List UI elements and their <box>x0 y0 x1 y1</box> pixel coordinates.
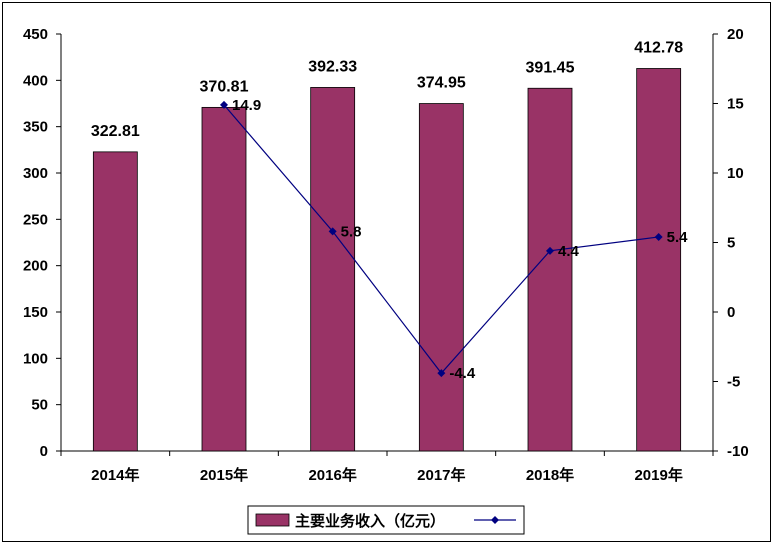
bar <box>310 87 356 452</box>
bar-data-label: 370.81 <box>200 78 249 95</box>
bar <box>92 151 138 452</box>
bar-data-label: 391.45 <box>526 59 575 76</box>
x-tick-label: 2019年 <box>634 466 682 484</box>
line-data-label: -4.4 <box>449 365 476 382</box>
x-tick-label: 2017年 <box>417 466 465 484</box>
line-data-label: 5.4 <box>667 229 689 246</box>
x-tick-label: 2015年 <box>200 466 248 484</box>
y-left-tick-label: 350 <box>23 119 48 136</box>
x-tick-label: 2018年 <box>526 466 574 484</box>
legend-bar-swatch <box>255 513 290 527</box>
x-tick-label: 2016年 <box>308 466 356 484</box>
y-left-tick-label: 450 <box>23 26 48 43</box>
axes: 0 50 100 150 200 250 300 350 400 450 -10 -5 0 5 10 15 20… <box>23 26 749 484</box>
x-tick-label: 2014年 <box>91 466 139 484</box>
bar <box>201 106 247 452</box>
y-right-tick-label: 10 <box>727 165 744 182</box>
y-right-tick-label: 20 <box>727 26 744 43</box>
bar <box>418 103 464 452</box>
bar-series: 322.81 370.81 392.33 374.95 391.45 412.78 <box>91 39 683 452</box>
y-left-tick-label: 250 <box>23 211 48 228</box>
y-left-tick-label: 0 <box>40 443 48 460</box>
bar-data-label: 392.33 <box>308 58 357 75</box>
y-right-tick-label: 15 <box>727 96 744 113</box>
bar <box>527 87 573 452</box>
line-point <box>328 227 337 236</box>
y-left-tick-label: 200 <box>23 258 48 275</box>
bar-data-label: 412.78 <box>634 39 683 56</box>
y-left-tick-label: 300 <box>23 165 48 182</box>
line-data-label: 14.9 <box>232 97 261 114</box>
legend-line-marker <box>491 516 499 524</box>
y-right-tick-label: -5 <box>727 374 740 391</box>
bar-data-label: 374.95 <box>417 75 466 92</box>
y-right-tick-label: 5 <box>727 235 735 252</box>
line-point <box>546 246 554 255</box>
line-series: 14.9 5.8 -4.4 4.4 5.4 <box>220 97 688 382</box>
y-left-tick-label: 100 <box>23 350 48 367</box>
y-left-tick-label: 400 <box>23 72 48 89</box>
y-left-tick-label: 50 <box>31 397 48 414</box>
line-point <box>437 369 446 378</box>
line-data-label: 5.8 <box>341 223 362 240</box>
y-right-tick-label: -10 <box>727 443 749 460</box>
y-right-tick-label: 0 <box>727 304 735 321</box>
bar <box>636 68 682 452</box>
line-data-label: 4.4 <box>558 243 580 260</box>
line-point <box>220 100 228 109</box>
legend: 主要业务收入（亿元） <box>247 505 525 535</box>
line-point <box>654 232 663 241</box>
legend-bar-label: 主要业务收入（亿元） <box>295 512 445 530</box>
y-left-tick-label: 150 <box>23 304 48 321</box>
bar-data-label: 322.81 <box>91 123 140 140</box>
